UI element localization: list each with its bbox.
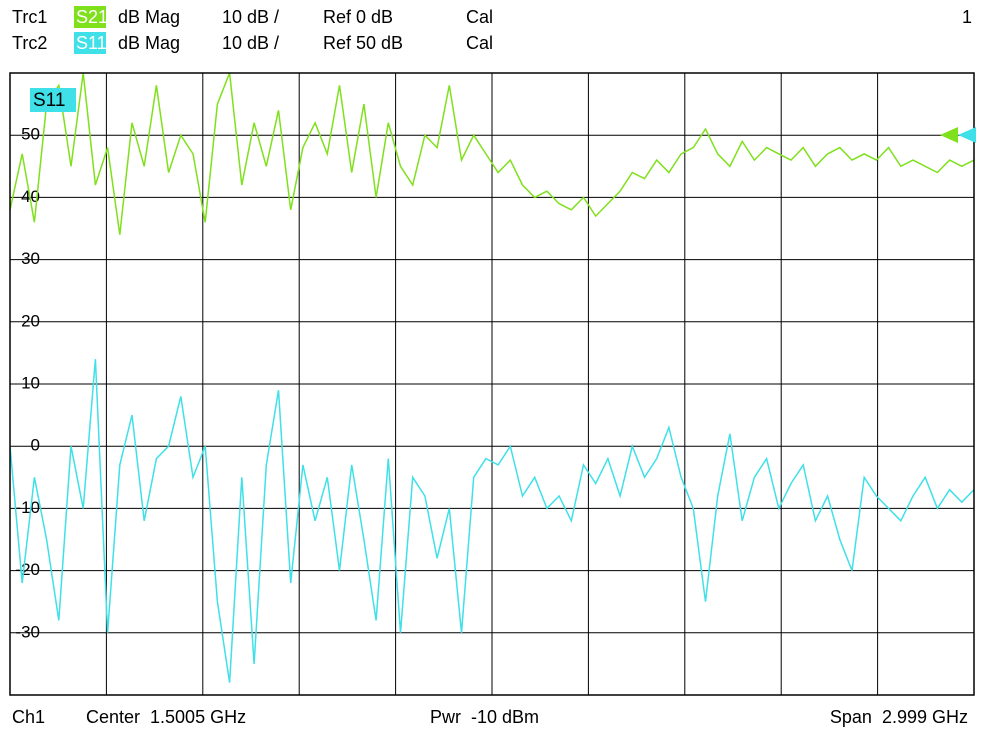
active-trace-label: S11 bbox=[33, 90, 65, 111]
y-tick-label: 0 bbox=[31, 436, 40, 455]
ref-marker bbox=[958, 127, 976, 143]
trace-ref: Ref 50 dB bbox=[323, 33, 403, 53]
y-tick-label: -20 bbox=[15, 560, 40, 579]
y-tick-label: 10 bbox=[21, 373, 40, 392]
trace-scale: 10 dB / bbox=[222, 33, 279, 53]
y-tick-label: 50 bbox=[21, 125, 40, 144]
footer-span: Span 2.999 GHz bbox=[830, 707, 968, 727]
footer-power: Pwr -10 dBm bbox=[430, 707, 539, 727]
y-tick-label: 30 bbox=[21, 249, 40, 268]
trace-cal: Cal bbox=[466, 33, 493, 53]
trace-scale: 10 dB / bbox=[222, 7, 279, 27]
trace-line bbox=[10, 73, 974, 235]
ref-marker bbox=[940, 127, 958, 143]
y-tick-label: 20 bbox=[21, 311, 40, 330]
trace-format: dB Mag bbox=[118, 33, 180, 53]
trace-param: S21 bbox=[76, 7, 108, 27]
footer-channel: Ch1 bbox=[12, 707, 45, 727]
footer-center: Center 1.5005 GHz bbox=[86, 707, 246, 727]
active-trace-box bbox=[30, 88, 76, 112]
trace-name: Trc1 bbox=[12, 7, 47, 27]
window-number: 1 bbox=[962, 7, 972, 27]
trace-ref: Ref 0 dB bbox=[323, 7, 393, 27]
traces bbox=[10, 73, 974, 683]
trace-format: dB Mag bbox=[118, 7, 180, 27]
trace-badge bbox=[74, 6, 106, 28]
y-tick-label: -10 bbox=[15, 498, 40, 517]
trace-badge bbox=[74, 32, 106, 54]
trace-param: S11 bbox=[76, 33, 107, 53]
trace-cal: Cal bbox=[466, 7, 493, 27]
trace-line bbox=[10, 359, 974, 683]
plot-frame bbox=[9, 72, 975, 696]
trace-name: Trc2 bbox=[12, 33, 47, 53]
y-tick-label: -30 bbox=[15, 622, 40, 641]
